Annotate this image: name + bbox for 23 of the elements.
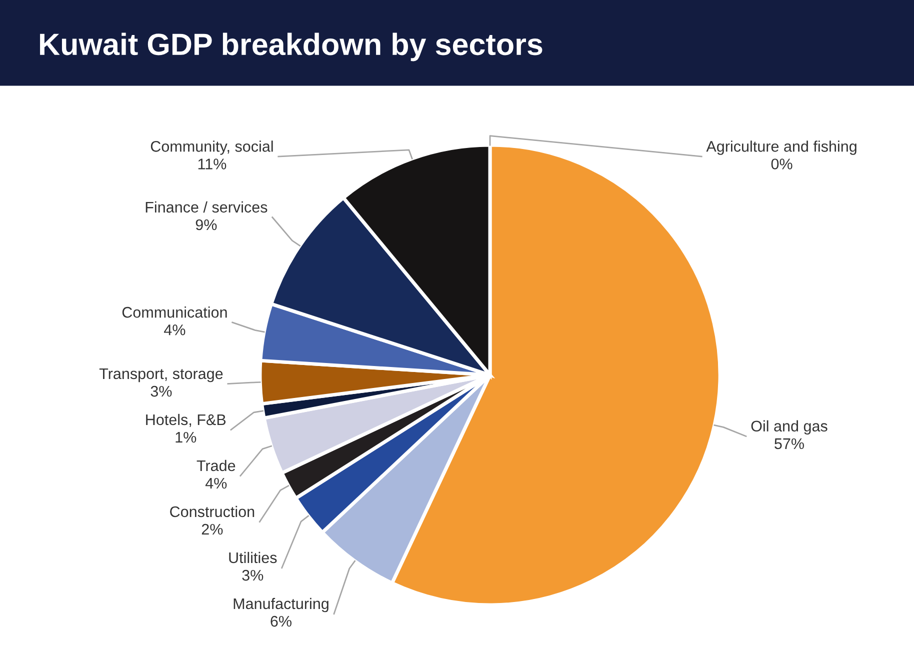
data-label: 4% xyxy=(205,478,227,489)
data-label: 57% xyxy=(774,438,804,450)
data-label: 2% xyxy=(202,524,223,535)
data-label: 6% xyxy=(270,616,292,627)
chart-title: Kuwait GDP breakdown by sectors xyxy=(40,32,542,62)
category-label: Agriculture and fishing xyxy=(706,140,856,155)
slice-label: Communication xyxy=(122,306,227,318)
slice-label: Utilities xyxy=(229,552,277,564)
data-label: 3% xyxy=(242,570,264,581)
slice-label: Construction xyxy=(170,506,254,518)
data-label: 11% xyxy=(198,158,226,170)
slice-label: Oil and gas xyxy=(751,420,828,435)
text: 0% xyxy=(771,158,792,170)
slice-label: Community, social xyxy=(150,140,273,155)
slice-label: Manufacturing xyxy=(234,598,328,612)
slice-label: Hotels, F&B xyxy=(146,414,226,427)
data-label: 4% xyxy=(164,324,186,336)
data-label: 1% xyxy=(176,432,196,443)
slice-label: Transport, storage xyxy=(99,368,223,382)
slice-label: Trade xyxy=(196,460,236,472)
slice-label: Finance / services xyxy=(146,201,268,213)
data-label: 9% xyxy=(196,219,217,230)
data-label: 3% xyxy=(150,386,172,397)
